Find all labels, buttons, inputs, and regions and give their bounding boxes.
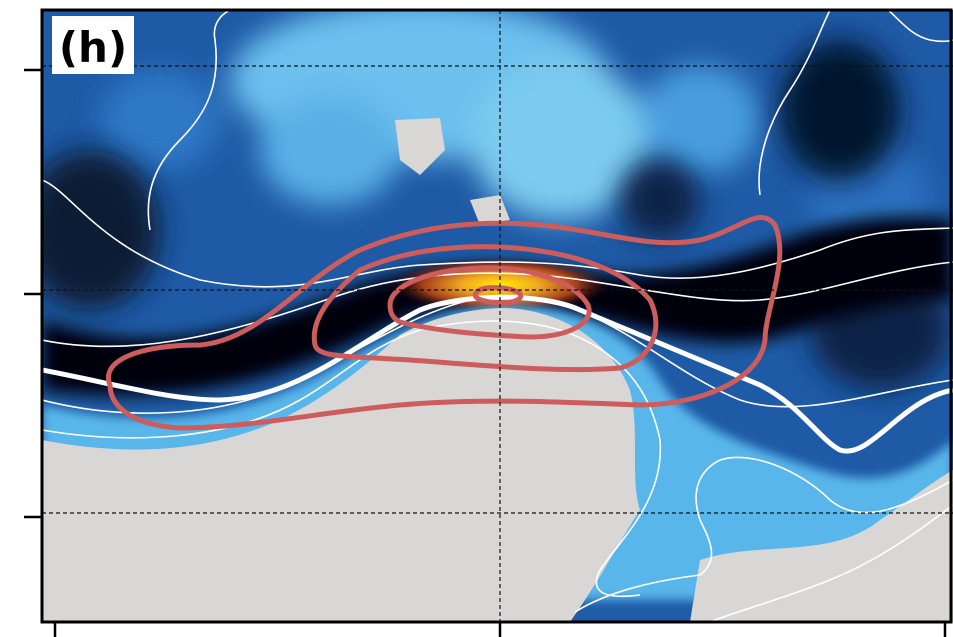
- heatmap-masked-region: [42, 308, 640, 622]
- white-contour-1: [42, 179, 953, 288]
- plot-frame: [40, 8, 953, 624]
- white-contour-thick: [42, 294, 953, 454]
- axis-ticks: [24, 68, 947, 637]
- white-contour-6: [758, 10, 831, 196]
- white-contour-8: [574, 456, 953, 613]
- red-contour-inner: [472, 285, 524, 306]
- red-contour-outer: [106, 215, 783, 431]
- panel-label-box: [52, 16, 134, 74]
- red-contours: [106, 215, 783, 431]
- panel-label: (h): [59, 23, 127, 72]
- heatmap-dark-band: [42, 217, 953, 396]
- red-contour-2: [311, 244, 659, 373]
- white-contour-9: [709, 504, 953, 622]
- heatmap-masked-region-right: [690, 470, 953, 622]
- grid-lines: [42, 10, 953, 622]
- red-contour-3: [387, 265, 592, 340]
- heatmap-field: [42, 10, 953, 622]
- white-contour-5: [147, 10, 231, 231]
- white-contour-4: [42, 320, 662, 597]
- heatmap-dark-regions: [42, 40, 950, 390]
